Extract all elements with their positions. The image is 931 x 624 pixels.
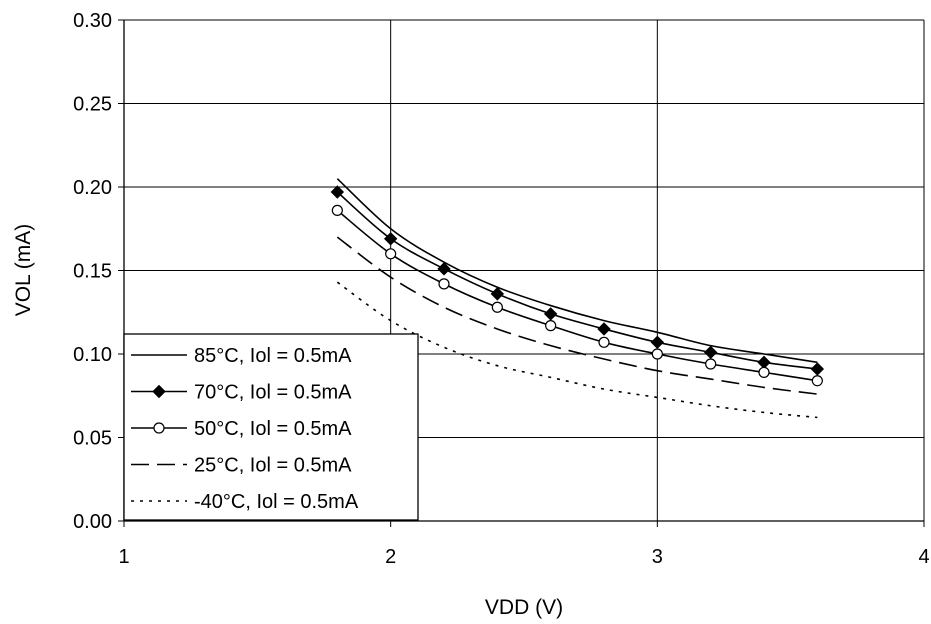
legend-marker	[152, 384, 166, 399]
series-line	[336, 209, 818, 382]
series-4	[336, 281, 818, 419]
data-point	[757, 355, 771, 370]
y-tick-label: 0.20	[73, 177, 112, 199]
legend-label: 50°C, Iol = 0.5mA	[194, 418, 352, 440]
series-3	[336, 236, 818, 395]
data-point	[650, 335, 665, 350]
data-point	[810, 362, 825, 376]
data-point	[331, 204, 343, 216]
legend-item: 70°C, Iol = 0.5mA	[131, 382, 352, 404]
y-tick-label: 0.15	[73, 261, 112, 283]
data-point	[437, 262, 451, 276]
x-tick-label: 1	[118, 546, 129, 568]
x-tick-label: 2	[385, 546, 396, 568]
series-2	[331, 204, 823, 387]
series-0	[336, 178, 818, 364]
data-point	[703, 345, 718, 360]
legend-item: 25°C, Iol = 0.5mA	[131, 455, 352, 477]
series-line	[336, 281, 818, 419]
data-point	[545, 320, 557, 332]
legend-marker	[153, 422, 165, 434]
data-point	[597, 322, 611, 336]
series-line	[336, 178, 818, 364]
legend-label: 25°C, Iol = 0.5mA	[194, 455, 352, 477]
legend-item: 50°C, Iol = 0.5mA	[131, 418, 352, 440]
legend-label: 85°C, Iol = 0.5mA	[194, 345, 352, 367]
data-point	[543, 307, 558, 321]
data-point	[330, 185, 345, 199]
data-point	[811, 375, 823, 387]
data-point	[651, 348, 663, 360]
legend-item: -40°C, Iol = 0.5mA	[131, 491, 359, 513]
data-point	[490, 287, 505, 301]
x-tick-label: 4	[918, 546, 929, 568]
tick-labels: 0.00 0.05 0.10 0.15 0.20 0.25 0.30 1 2 3 4	[73, 10, 930, 568]
data-point	[705, 358, 717, 370]
y-tick-label: 0.10	[73, 344, 112, 366]
legend-label: 70°C, Iol = 0.5mA	[194, 382, 352, 404]
series-line	[336, 236, 818, 395]
legend: 85°C, Iol = 0.5mA 70°C, Iol = 0.5mA 50°C, …	[123, 333, 419, 521]
legend-box	[123, 333, 419, 521]
data-point	[385, 248, 397, 260]
legend-label: -40°C, Iol = 0.5mA	[194, 491, 359, 513]
data-point	[758, 366, 770, 378]
x-tick-label: 3	[652, 546, 663, 568]
data-point	[438, 278, 450, 290]
data-point	[491, 301, 503, 313]
series-lines	[330, 178, 825, 419]
data-point	[598, 336, 610, 348]
y-tick-label: 0.05	[73, 428, 112, 450]
y-tick-label: 0.30	[73, 10, 112, 32]
data-point	[383, 232, 398, 246]
y-axis-label: VOL (mA)	[12, 224, 35, 317]
legend-item: 85°C, Iol = 0.5mA	[131, 345, 352, 367]
y-tick-label: 0.00	[73, 511, 112, 533]
y-tick-label: 0.25	[73, 94, 112, 116]
series-1	[330, 185, 825, 376]
series-line	[336, 191, 818, 370]
x-axis-label: VDD (V)	[485, 596, 563, 619]
